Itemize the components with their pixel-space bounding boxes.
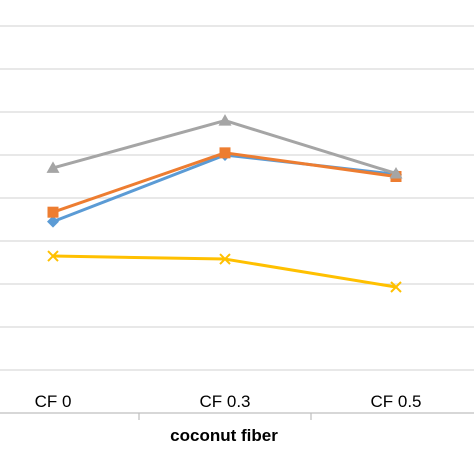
series-line <box>52 119 397 175</box>
x-tick-label: CF 0.5 <box>370 392 421 411</box>
x-axis-title: coconut fiber <box>170 426 278 445</box>
x-tick-label: CF 0.3 <box>199 392 250 411</box>
series-line <box>52 153 397 224</box>
data-point <box>47 206 59 218</box>
data-point <box>47 250 59 262</box>
data-point <box>218 114 232 126</box>
x-tick-labels: CF 0 CF 0.3 CF 0.5 <box>35 392 422 411</box>
data-point <box>47 215 59 228</box>
data-point <box>219 147 231 159</box>
gridlines <box>0 25 474 371</box>
series-group <box>46 114 403 293</box>
data-point <box>390 281 402 293</box>
series-1 <box>47 149 402 228</box>
data-point <box>389 166 403 179</box>
series-3 <box>46 114 403 179</box>
x-axis <box>0 412 474 420</box>
data-point <box>219 253 231 265</box>
series-4 <box>47 250 402 293</box>
data-point <box>46 161 60 173</box>
x-tick-label: CF 0 <box>35 392 72 411</box>
